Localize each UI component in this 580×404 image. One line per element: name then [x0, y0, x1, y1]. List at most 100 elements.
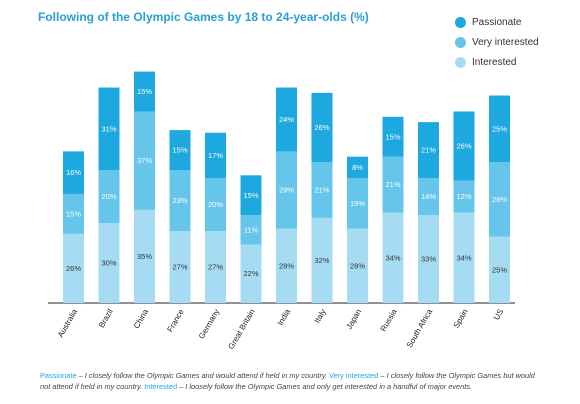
data-label-great-britain-very-interested: 11% — [244, 225, 259, 234]
bar-germany-passionate — [205, 132, 226, 178]
data-label-china-very-interested: 37% — [137, 156, 152, 165]
data-label-south-africa-passionate: 21% — [421, 146, 436, 155]
bar-south-africa-interested — [418, 215, 439, 303]
legend-label-passionate: Passionate — [472, 16, 522, 28]
legend-item-passionate: Passionate — [455, 12, 539, 32]
data-label-us-very-interested: 28% — [492, 195, 507, 204]
data-label-australia-very-interested: 15% — [66, 209, 81, 218]
data-label-spain-interested: 34% — [456, 253, 471, 262]
bar-japan-passionate — [347, 156, 368, 178]
data-label-brazil-interested: 30% — [101, 259, 116, 268]
bar-spain-passionate — [453, 111, 475, 181]
bar-great-britain-interested — [240, 244, 262, 303]
bar-spain-very-interested — [453, 180, 475, 213]
data-label-italy-very-interested: 21% — [314, 185, 329, 194]
footnote-text-interested: – I loosely follow the Olympic Games and… — [177, 382, 473, 391]
bar-japan-interested — [347, 228, 368, 303]
footnote-key-very-interested: Very interested — [329, 371, 379, 380]
bar-brazil-very-interested — [98, 170, 120, 224]
bar-italy-very-interested — [311, 162, 333, 218]
data-label-great-britain-passionate: 15% — [243, 191, 258, 200]
data-label-us-interested: 25% — [492, 265, 507, 274]
x-tick-label-france: France — [165, 307, 186, 334]
x-tick-label-china: China — [132, 307, 151, 330]
footnote-text-very-interested: – I closely follow the Olympic Games but… — [40, 371, 535, 391]
x-tick-label-india: India — [276, 307, 293, 327]
bar-south-africa-very-interested — [418, 177, 439, 216]
bar-italy-passionate — [311, 92, 333, 163]
bar-russia-passionate — [382, 116, 404, 157]
footnote: Passionate – I closely follow the Olympi… — [40, 370, 540, 392]
data-label-russia-passionate: 15% — [385, 132, 400, 141]
footnote-key-interested: Interested — [144, 382, 178, 391]
chart-title: Following of the Olympic Games by 18 to … — [38, 10, 369, 24]
data-label-us-passionate: 25% — [492, 124, 507, 133]
bar-china-passionate — [134, 71, 155, 112]
data-label-germany-passionate: 17% — [208, 151, 223, 160]
x-tick-label-great-britain: Great Britain — [226, 308, 256, 351]
data-label-germany-very-interested: 20% — [208, 200, 223, 209]
bar-india-interested — [276, 228, 297, 303]
bar-australia-passionate — [63, 151, 84, 194]
bar-us-very-interested — [489, 162, 510, 237]
legend-label-very-interested: Very interested — [472, 36, 539, 48]
legend-swatch-interested — [455, 56, 466, 68]
bar-china-interested — [134, 209, 155, 303]
data-label-russia-interested: 34% — [385, 253, 400, 262]
bar-germany-interested — [205, 231, 226, 303]
data-label-russia-very-interested: 21% — [385, 180, 400, 189]
bar-spain-interested — [453, 212, 475, 303]
bar-france-passionate — [169, 130, 191, 170]
data-label-japan-very-interested: 19% — [350, 199, 365, 208]
data-label-brazil-passionate: 31% — [101, 124, 116, 133]
data-label-france-interested: 27% — [172, 263, 187, 272]
data-label-south-africa-very-interested: 14% — [421, 192, 436, 201]
data-label-spain-passionate: 26% — [456, 142, 471, 151]
bar-great-britain-passionate — [240, 175, 262, 216]
data-label-china-passionate: 15% — [137, 87, 152, 96]
legend-swatch-passionate — [455, 16, 466, 28]
bar-us-passionate — [489, 95, 510, 163]
data-label-china-interested: 35% — [137, 252, 152, 261]
legend-swatch-very-interested — [455, 36, 466, 48]
legend-item-very-interested: Very interested — [455, 32, 539, 52]
bar-russia-very-interested — [382, 156, 404, 213]
bar-australia-interested — [63, 233, 84, 303]
bar-india-very-interested — [276, 151, 297, 229]
bar-france-very-interested — [169, 170, 191, 232]
bar-germany-very-interested — [205, 177, 226, 232]
legend-item-interested: Interested — [455, 52, 539, 72]
data-label-germany-interested: 27% — [208, 263, 223, 272]
stacked-bar-chart: 26% 15% 16% Australia 30% 20% 31% Brazil 35% 37% 1… — [48, 71, 515, 351]
x-tick-label-australia: Australia — [56, 307, 80, 339]
data-label-australia-passionate: 16% — [66, 168, 81, 177]
data-label-south-africa-interested: 33% — [421, 255, 436, 264]
data-label-italy-interested: 32% — [314, 256, 329, 265]
bar-south-africa-passionate — [418, 122, 439, 178]
x-tick-label-brazil: Brazil — [97, 307, 115, 329]
data-label-great-britain-interested: 22% — [243, 269, 258, 278]
data-label-france-passionate: 15% — [172, 146, 187, 155]
x-tick-label-italy: Italy — [313, 308, 328, 325]
data-label-japan-interested: 28% — [350, 261, 365, 270]
x-tick-label-south-africa: South Africa — [405, 307, 435, 349]
bar-australia-very-interested — [63, 193, 84, 234]
data-label-brazil-very-interested: 20% — [101, 192, 116, 201]
bar-brazil-interested — [98, 223, 120, 303]
x-tick-label-germany: Germany — [197, 308, 221, 341]
bar-italy-interested — [311, 217, 333, 303]
data-label-india-passionate: 24% — [279, 115, 294, 124]
data-label-japan-passionate: 8% — [352, 163, 363, 172]
footnote-text-passionate: – I closely follow the Olympic Games and… — [76, 371, 330, 380]
x-tick-label-russia: Russia — [379, 307, 399, 333]
footnote-key-passionate: Passionate — [40, 371, 77, 380]
legend-label-interested: Interested — [472, 56, 517, 68]
x-tick-label-japan: Japan — [345, 308, 364, 331]
data-label-italy-passionate: 26% — [314, 123, 329, 132]
bar-japan-very-interested — [347, 177, 368, 229]
data-label-france-very-interested: 23% — [172, 196, 187, 205]
data-label-india-very-interested: 29% — [279, 185, 294, 194]
bar-india-passionate — [276, 87, 297, 152]
legend: Passionate Very interested Interested — [455, 12, 539, 72]
bar-france-interested — [169, 231, 191, 303]
